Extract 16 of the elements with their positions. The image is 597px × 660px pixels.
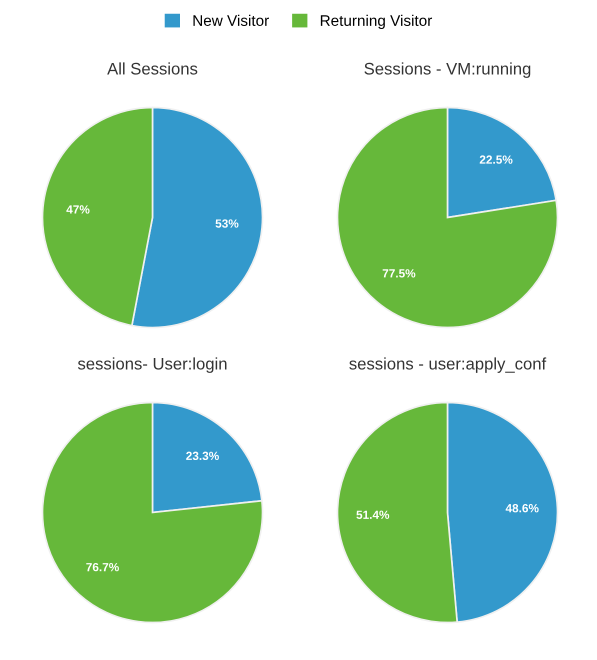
legend-label: New Visitor [193, 14, 269, 26]
pie-slice [42, 402, 264, 624]
legend-label: Returning Visitor [320, 14, 432, 29]
data-label: 48.6% [506, 504, 539, 512]
chart-title: sessions- User:login [78, 357, 226, 373]
data-label: 77.5% [382, 269, 416, 278]
pie-slice [336, 106, 558, 328]
data-label: 53% [216, 219, 238, 228]
data-label: 51.4% [356, 510, 390, 519]
data-label: 47% [66, 205, 90, 214]
text: All Sessions [107, 62, 198, 75]
data-label: 23.3% [186, 452, 219, 460]
chart-title: sessions - user:apply_conf [349, 357, 546, 373]
data-label: 22.5% [480, 155, 513, 164]
data-label: 76.7% [86, 562, 119, 572]
chart-title: Sessions - VM:running [364, 62, 530, 78]
